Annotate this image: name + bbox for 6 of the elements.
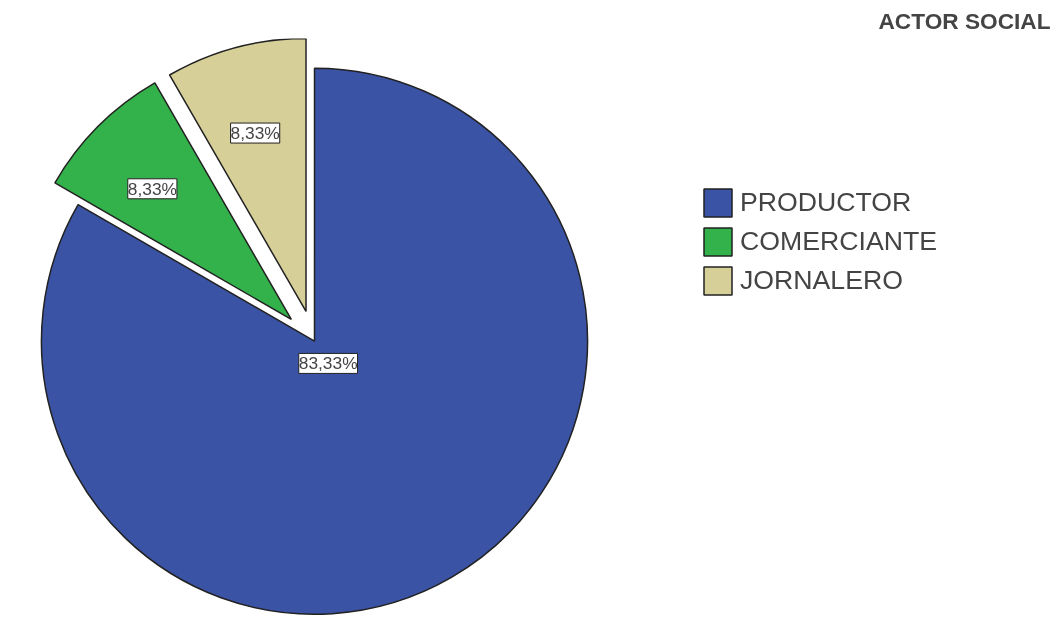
legend-label: COMERCIANTE [740,226,937,257]
chart-title: ACTOR SOCIAL [878,7,1051,34]
data-label: 8,33% [230,123,280,144]
data-label: 83,33% [298,353,358,374]
legend-label: PRODUCTOR [740,187,912,218]
legend-label: JORNALERO [740,265,903,296]
